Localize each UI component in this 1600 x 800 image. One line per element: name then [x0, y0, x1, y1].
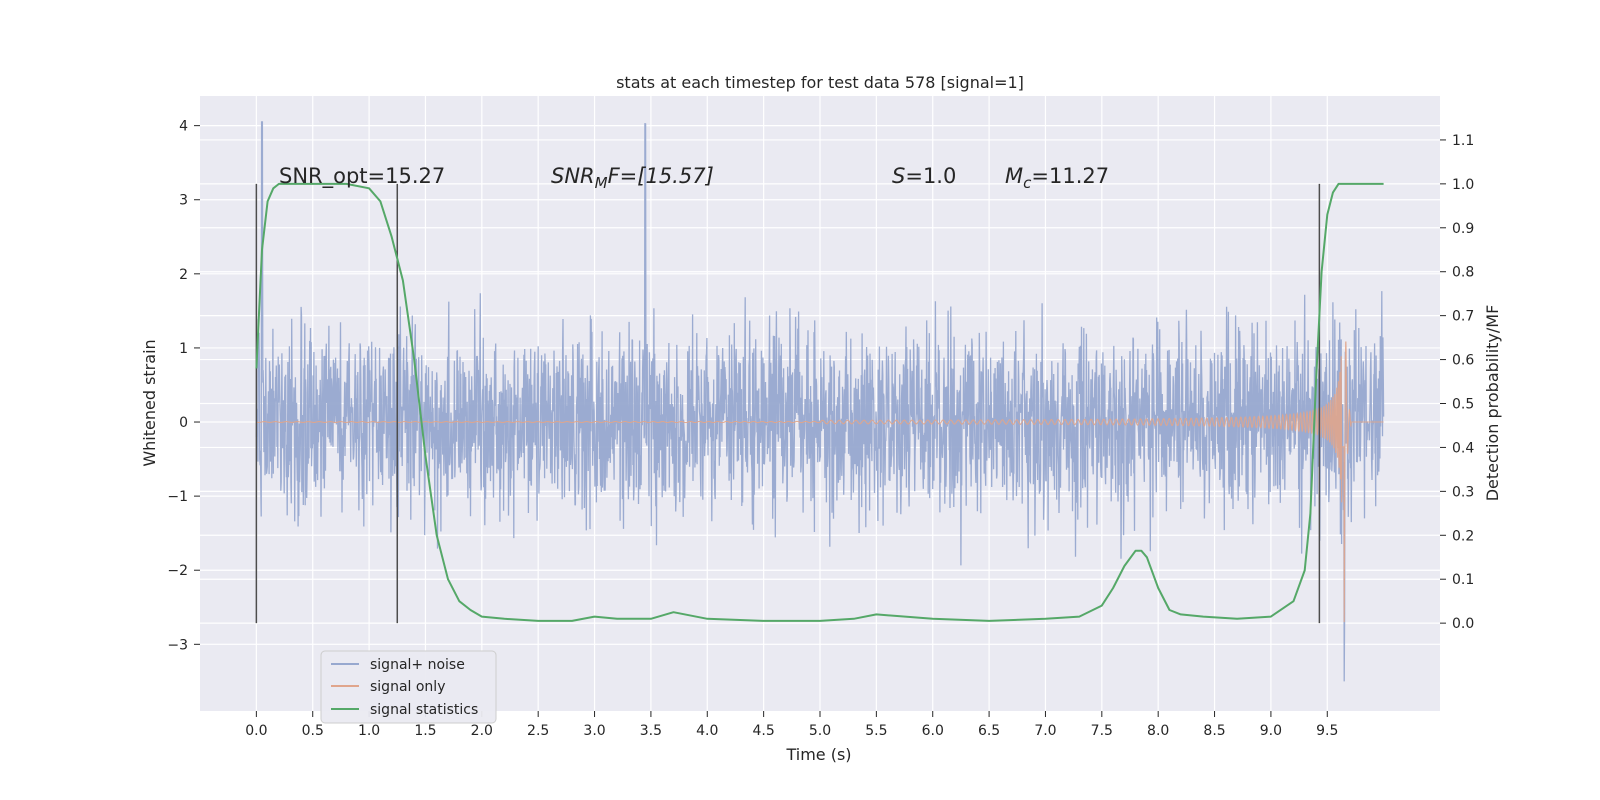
signal-noise-series — [255, 121, 1385, 682]
signal-only-line — [256, 341, 1384, 623]
x-tick-label: 8.0 — [1147, 723, 1169, 739]
x-tick-label: 5.5 — [865, 723, 887, 739]
annotation-snr-opt: SNR_opt=15.27 — [279, 164, 445, 189]
legend-label-signal-only: signal only — [370, 679, 445, 695]
x-axis-label: Time (s) — [785, 745, 851, 764]
y-tick-label: −1 — [167, 489, 188, 505]
y-right-axis-label: Detection probability/MF — [1483, 305, 1502, 502]
x-tick-label: 7.5 — [1091, 723, 1113, 739]
mc-main: M — [1005, 164, 1023, 188]
y-right-tick-label: 0.8 — [1452, 265, 1474, 281]
chart-title: stats at each timestep for test data 578… — [616, 73, 1024, 92]
x-tick-label: 0.5 — [302, 723, 324, 739]
x-tick-label: 9.0 — [1260, 723, 1282, 739]
y-tick-label: 0 — [179, 415, 188, 431]
legend-label-signal-statistics: signal statistics — [370, 702, 478, 718]
x-tick-label: 2.0 — [471, 723, 493, 739]
x-axis-ticks: 0.0 0.5 1.0 1.5 2.0 2.5 3.0 3.5 4.0 4.5 5.0 5.5 6.0 6… — [245, 711, 1338, 739]
y-right-tick-label: 0.0 — [1452, 616, 1474, 632]
x-tick-label: 8.5 — [1203, 723, 1225, 739]
y-right-axis-ticks: 1.1 1.0 0.9 0.8 0.7 0.6 0.5 0.4 0.3 0.2 0.1 0.0 — [1440, 133, 1474, 632]
mc-rest: =11.27 — [1031, 164, 1109, 188]
signal-statistics-series — [255, 182, 1384, 622]
y-right-tick-label: 1.0 — [1452, 177, 1474, 193]
x-tick-label: 1.5 — [414, 723, 436, 739]
y-tick-label: 1 — [179, 341, 188, 357]
signal-statistics-line — [255, 182, 1384, 622]
mc-sub: c — [1023, 174, 1032, 192]
x-tick-label: 2.5 — [527, 723, 549, 739]
x-tick-label: 9.5 — [1316, 723, 1338, 739]
y-right-tick-label: 0.4 — [1452, 440, 1474, 456]
y-right-tick-label: 0.7 — [1452, 309, 1474, 325]
y-tick-label: 2 — [179, 267, 188, 283]
x-tick-label: 4.5 — [753, 723, 775, 739]
annotation-s: S=1.0 — [892, 164, 956, 188]
y-tick-label: −2 — [167, 563, 188, 579]
x-tick-label: 7.0 — [1034, 723, 1056, 739]
x-tick-label: 4.0 — [696, 723, 718, 739]
legend: signal+ noise signal only signal statist… — [320, 650, 497, 724]
snr-mf-rest: F=[15.57] — [608, 164, 714, 188]
s-rest: =1.0 — [905, 164, 956, 188]
s-main: S — [892, 164, 905, 188]
x-tick-label: 1.0 — [358, 723, 380, 739]
y-right-tick-label: 0.5 — [1452, 397, 1474, 413]
y-axis-ticks: 4 3 2 1 0 −1 −2 −3 — [167, 119, 200, 653]
x-tick-label: 0.0 — [245, 723, 267, 739]
y-right-tick-label: 1.1 — [1452, 133, 1474, 149]
y-right-tick-label: 0.2 — [1452, 528, 1474, 544]
x-tick-label: 3.0 — [583, 723, 605, 739]
annotation-mc: Mc=11.27 — [1005, 164, 1109, 192]
y-tick-label: −3 — [167, 637, 188, 653]
x-tick-label: 5.0 — [809, 723, 831, 739]
y-right-tick-label: 0.1 — [1452, 572, 1474, 588]
y-right-tick-label: 0.9 — [1452, 221, 1474, 237]
y-right-tick-label: 0.6 — [1452, 353, 1474, 369]
legend-label-signal-noise: signal+ noise — [370, 657, 465, 673]
y-axis-label: Whitened strain — [140, 339, 159, 466]
x-tick-label: 3.5 — [640, 723, 662, 739]
signal-only-series — [256, 341, 1384, 623]
annotation-snr-mf: SNRMF=[15.57] — [551, 164, 714, 192]
signal-noise-line — [255, 121, 1385, 682]
y-tick-label: 4 — [179, 119, 188, 135]
snr-mf-main: SNR — [551, 164, 595, 188]
legend-box — [320, 650, 497, 724]
snr-mf-sub: M — [595, 174, 608, 192]
x-tick-label: 6.0 — [922, 723, 944, 739]
x-tick-label: 6.5 — [978, 723, 1000, 739]
y-tick-label: 3 — [179, 193, 188, 209]
y-right-tick-label: 0.3 — [1452, 484, 1474, 500]
